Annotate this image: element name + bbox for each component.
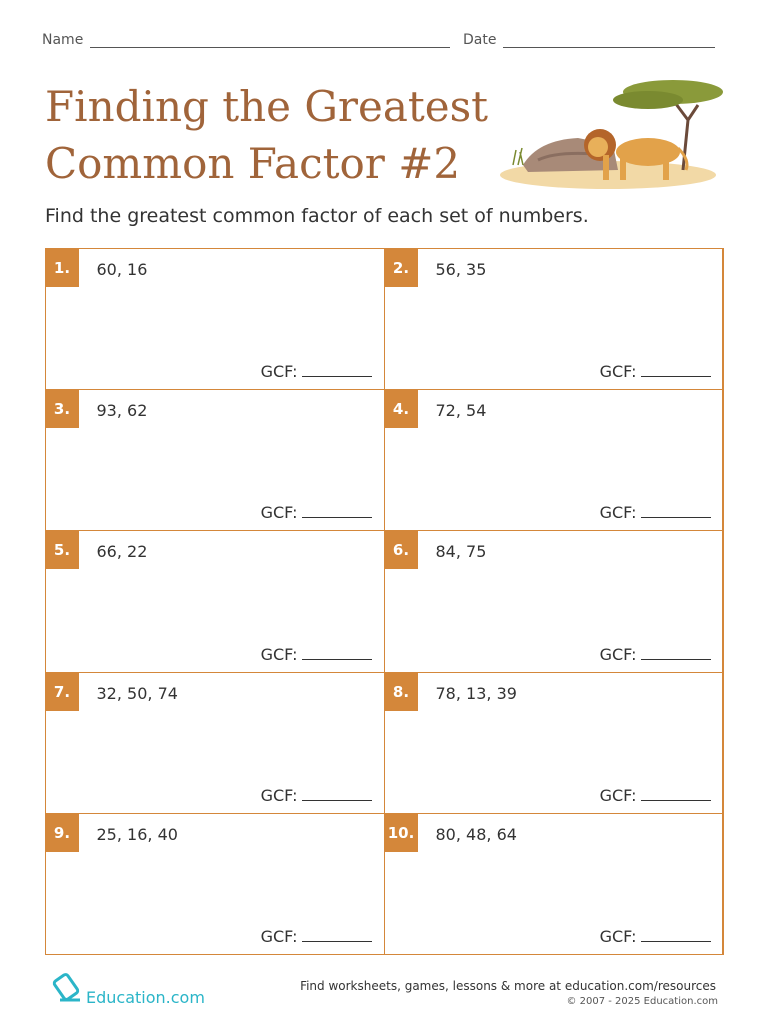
problem-number: 4. [384, 389, 418, 428]
answer-blank [301, 941, 372, 943]
problem-numbers: 84, 75 [435, 542, 487, 562]
answer-area: GCF: [261, 927, 372, 946]
problem-numbers: 66, 22 [96, 542, 148, 562]
answer-blank [640, 517, 711, 519]
problem-cell: 6. 84, 75 GCF: [383, 530, 724, 673]
answer-area: GCF: [261, 362, 372, 381]
problem-numbers: 78, 13, 39 [435, 683, 517, 703]
answer-area: GCF: [600, 786, 711, 805]
answer-label: GCF: [260, 927, 298, 947]
answer-label: GCF: [260, 361, 298, 381]
answer-blank [640, 941, 711, 943]
problem-numbers: 60, 16 [96, 259, 148, 279]
problem-numbers: 93, 62 [96, 400, 148, 420]
problem-number: 2. [384, 248, 418, 287]
title-line: Finding the Greatest [45, 82, 489, 131]
problem-numbers: 80, 48, 64 [435, 825, 517, 845]
answer-area: GCF: [261, 645, 372, 664]
answer-label: GCF: [599, 927, 637, 947]
problem-cell: 8. 78, 13, 39 GCF: [383, 671, 724, 815]
answer-area: GCF: [261, 503, 372, 522]
title-line: Common Factor #2 [45, 139, 461, 188]
answer-area: GCF: [600, 645, 711, 664]
problem-number: 3. [45, 389, 79, 428]
problem-cell: 9. 25, 16, 40 GCF: [44, 813, 385, 956]
answer-area: GCF: [261, 786, 372, 805]
answer-blank [640, 658, 711, 660]
problem-cell: 5. 66, 22 GCF: [44, 530, 385, 673]
problem-number: 1. [45, 248, 79, 287]
copyright: © 2007 - 2025 Education.com [566, 996, 718, 1007]
lion-illustration [500, 80, 723, 189]
date-label: Date [463, 32, 497, 48]
answer-area: GCF: [600, 362, 711, 381]
problem-cell: 2. 56, 35 GCF: [383, 247, 724, 390]
answer-label: GCF: [260, 786, 298, 806]
answer-blank [301, 658, 372, 660]
problem-cell: 1. 60, 16 GCF: [44, 247, 385, 390]
answer-blank [640, 800, 711, 802]
problem-number: 6. [384, 531, 418, 570]
instructions: Find the greatest common factor of each … [45, 205, 589, 227]
problem-number: 10. [384, 814, 418, 853]
date-line [503, 33, 715, 48]
problem-number: 9. [45, 814, 79, 853]
logo-icon [52, 973, 80, 1002]
problem-numbers: 72, 54 [435, 400, 487, 420]
answer-area: GCF: [600, 503, 711, 522]
name-label: Name [42, 32, 84, 48]
problem-cell: 10. 80, 48, 64 GCF: [383, 813, 724, 956]
problem-cell: 4. 72, 54 GCF: [383, 388, 724, 532]
problem-number: 8. [384, 672, 418, 711]
answer-blank [301, 375, 372, 377]
answer-label: GCF: [599, 503, 637, 523]
problem-numbers: 25, 16, 40 [96, 825, 178, 845]
brand: Education.com [86, 988, 205, 1007]
answer-blank [301, 517, 372, 519]
problem-numbers: 56, 35 [435, 259, 487, 279]
answer-label: GCF: [599, 786, 637, 806]
problem-number: 5. [45, 531, 79, 570]
problem-cell: 7. 32, 50, 74 GCF: [44, 671, 385, 815]
problem-numbers: 32, 50, 74 [96, 683, 178, 703]
problem-number: 7. [45, 672, 79, 711]
problem-grid: 1. 60, 16 GCF: 2. 56, 35 GCF: 3. 93, 62 GCF: 4. 72… [44, 247, 724, 956]
answer-label: GCF: [260, 503, 298, 523]
name-line [90, 33, 450, 48]
answer-label: GCF: [599, 361, 637, 381]
answer-blank [640, 375, 711, 377]
footer-tagline: Find worksheets, games, lessons & more a… [300, 979, 716, 993]
answer-label: GCF: [599, 644, 637, 664]
answer-blank [301, 800, 372, 802]
answer-label: GCF: [260, 644, 298, 664]
answer-area: GCF: [600, 927, 711, 946]
problem-cell: 3. 93, 62 GCF: [44, 388, 385, 532]
